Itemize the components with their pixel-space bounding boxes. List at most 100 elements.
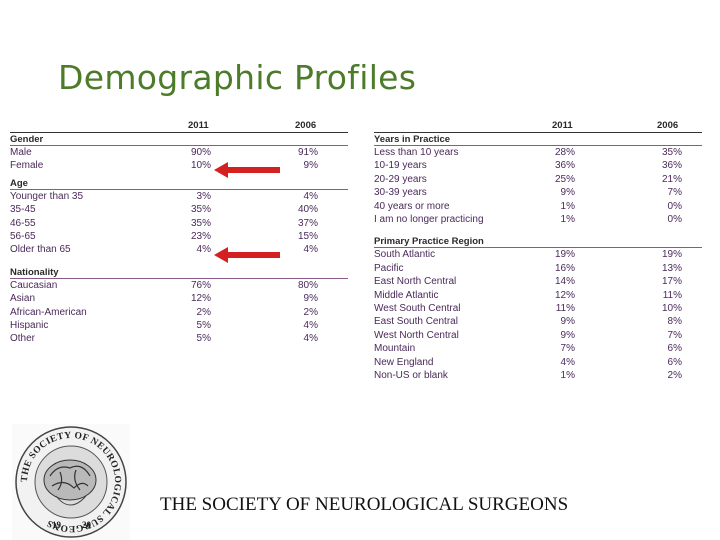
value-2006: 4% xyxy=(303,190,318,202)
table-row: Other 5% 4% xyxy=(10,332,348,345)
value-2011: 9% xyxy=(560,329,575,341)
value-2011: 7% xyxy=(560,343,575,355)
right-practice-table: 2011 2006 Years in Practice Less than 10 ye… xyxy=(374,120,702,392)
row-label: New England xyxy=(374,356,434,368)
table-row: 10-19 years 36% 36% xyxy=(374,159,702,172)
table-row: Mountain 7% 6% xyxy=(374,342,702,355)
value-2011: 16% xyxy=(554,262,575,274)
value-2006: 11% xyxy=(662,289,682,301)
column-header-2011: 2011 xyxy=(552,120,573,131)
value-2006: 7% xyxy=(667,187,682,199)
left-demographics-table: 2011 2006 Gender Male 90% 91% Female 10% 9% Age Yo… xyxy=(10,120,348,370)
section-rule xyxy=(374,145,702,146)
row-label: East South Central xyxy=(374,316,458,328)
row-label: Caucasian xyxy=(10,279,58,291)
row-label: Mountain xyxy=(374,343,416,355)
table-row: African-American 2% 2% xyxy=(10,306,348,319)
value-2006: 7% xyxy=(667,329,682,341)
row-label: Non-US or blank xyxy=(374,370,448,381)
table-row: Younger than 35 3% 4% xyxy=(10,190,348,203)
value-2011: 11% xyxy=(555,303,575,314)
value-2006: 4% xyxy=(303,333,318,345)
value-2011: 10% xyxy=(190,160,211,172)
value-2006: 6% xyxy=(667,356,682,368)
table-row: 35-45 35% 40% xyxy=(10,203,348,216)
value-2011: 2% xyxy=(196,306,211,318)
column-header-2006: 2006 xyxy=(295,120,317,131)
table-row: Older than 65 4% 4% xyxy=(10,243,348,256)
table-row: Male 90% 91% xyxy=(10,146,348,159)
footer-society-name: THE SOCIETY OF NEUROLOGICAL SURGEONS xyxy=(160,494,569,515)
value-2011: 23% xyxy=(190,231,211,242)
table-row: I am no longer practicing 1% 0% xyxy=(374,213,702,226)
value-2011: 76% xyxy=(190,279,211,291)
row-label: I am no longer practicing xyxy=(374,214,484,225)
row-label: Male xyxy=(10,147,32,158)
section-heading: Years in Practice xyxy=(374,134,451,145)
table-row: New England 4% 6% xyxy=(374,356,702,369)
table-row: Female 10% 9% xyxy=(10,159,348,172)
table-row: 56-65 23% 15% xyxy=(10,230,348,243)
section-rule xyxy=(10,145,348,146)
value-2011: 28% xyxy=(554,147,575,158)
value-2006: 37% xyxy=(297,217,318,229)
section-heading: Age xyxy=(10,177,28,189)
value-2006: 36% xyxy=(661,160,682,172)
row-label: West South Central xyxy=(374,303,461,314)
value-2006: 0% xyxy=(667,214,682,225)
row-label: 20-29 years xyxy=(374,173,427,185)
table-row: 20-29 years 25% 21% xyxy=(374,173,702,186)
value-2011: 9% xyxy=(560,316,575,328)
table-row: 46-55 35% 37% xyxy=(10,217,348,230)
row-label: 56-65 xyxy=(10,231,36,242)
header-rule xyxy=(374,132,702,133)
value-2011: 5% xyxy=(196,333,211,345)
value-2006: 2% xyxy=(303,306,318,318)
value-2011: 35% xyxy=(190,204,211,216)
row-label: 10-19 years xyxy=(374,160,427,172)
value-2011: 12% xyxy=(554,289,575,301)
value-2011: 90% xyxy=(190,147,211,158)
value-2006: 13% xyxy=(661,262,682,274)
value-2011: 12% xyxy=(190,293,211,305)
value-2011: 5% xyxy=(196,320,211,331)
value-2006: 4% xyxy=(303,320,318,331)
table-row: 40 years or more 1% 0% xyxy=(374,200,702,213)
row-label: 40 years or more xyxy=(374,200,450,212)
table-row: Non-US or blank 1% 2% xyxy=(374,369,702,382)
value-2006: 2% xyxy=(667,370,682,381)
column-header-2006: 2006 xyxy=(657,120,679,131)
value-2006: 9% xyxy=(303,293,318,305)
row-label: Pacific xyxy=(374,262,404,274)
value-2006: 91% xyxy=(297,147,318,158)
row-label: West North Central xyxy=(374,329,459,341)
section-rule xyxy=(10,188,348,190)
row-label: Middle Atlantic xyxy=(374,289,439,301)
value-2011: 36% xyxy=(554,160,575,172)
row-label: 46-55 xyxy=(10,217,36,229)
arrow-female-icon xyxy=(214,162,280,178)
value-2011: 3% xyxy=(196,190,211,202)
value-2011: 19% xyxy=(554,249,575,261)
arrow-age-56-65-icon xyxy=(214,247,280,263)
value-2006: 40% xyxy=(297,204,318,216)
table-row: South Atlantic 19% 19% xyxy=(374,248,702,261)
table-row: Asian 12% 9% xyxy=(10,292,348,305)
table-row: West North Central 9% 7% xyxy=(374,329,702,342)
section-rule xyxy=(374,247,702,249)
value-2006: 80% xyxy=(297,279,318,291)
value-2011: 9% xyxy=(560,187,575,199)
value-2011: 35% xyxy=(190,217,211,229)
row-label: Less than 10 years xyxy=(374,147,459,158)
column-header-2011: 2011 xyxy=(188,120,209,131)
value-2006: 21% xyxy=(661,173,682,185)
logo-year-right: 20 xyxy=(82,520,92,530)
table-row: Hispanic 5% 4% xyxy=(10,319,348,332)
row-label: Hispanic xyxy=(10,320,49,331)
value-2011: 14% xyxy=(554,276,575,288)
value-2006: 0% xyxy=(667,200,682,212)
section-heading: Gender xyxy=(10,134,44,145)
value-2006: 10% xyxy=(661,303,682,314)
row-label: Younger than 35 xyxy=(10,190,84,202)
row-label: East North Central xyxy=(374,276,457,288)
